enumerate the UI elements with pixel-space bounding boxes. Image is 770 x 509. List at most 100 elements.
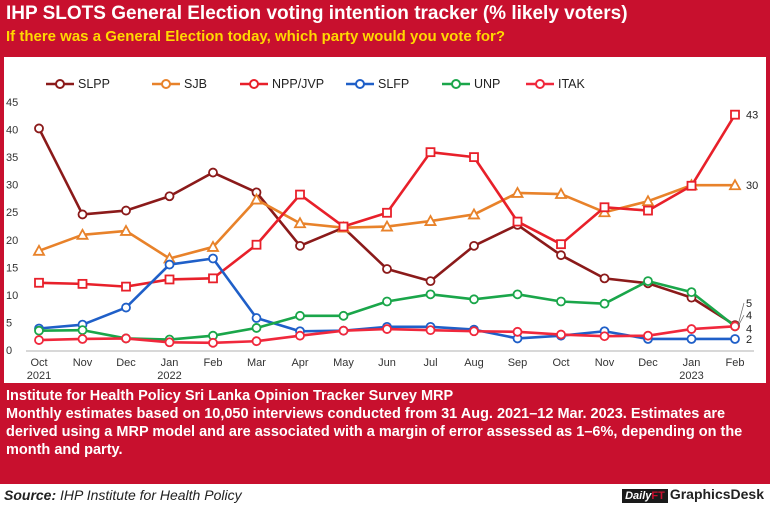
data-point [34, 123, 44, 134]
footer-note: Institute for Health Policy Sri Lanka Op… [6, 387, 764, 459]
data-point [382, 264, 392, 274]
y-tick-label: 30 [6, 180, 18, 192]
data-point [164, 191, 175, 202]
data-point [382, 207, 392, 218]
y-tick-label: 5 [6, 317, 12, 329]
data-point [338, 221, 349, 232]
y-tick-label: 35 [6, 152, 18, 164]
data-point [730, 334, 740, 344]
end-value-label: 30 [746, 180, 758, 192]
data-point [641, 194, 655, 207]
series-line-npp-jvp [38, 113, 737, 288]
data-point [643, 205, 653, 216]
x-tick-label: Sep [508, 357, 528, 369]
x-tick-label: Jul [423, 357, 437, 369]
legend-label: NPP/JVP [272, 77, 324, 91]
x-tick-label: Aug [464, 357, 484, 369]
data-point [121, 205, 131, 216]
footer-line-2: Monthly estimates based on 10,050 interv… [6, 406, 743, 458]
x-tick-label: Mar [247, 357, 266, 369]
data-point [249, 192, 264, 205]
daily-ft-logo: DailyFT [622, 489, 668, 503]
data-point [119, 224, 133, 236]
data-point [338, 325, 349, 336]
data-point [599, 202, 610, 213]
data-point [251, 313, 262, 323]
data-point [643, 330, 653, 341]
data-point [686, 334, 697, 344]
end-value-label: 43 [746, 110, 758, 122]
data-point [77, 334, 88, 344]
data-point [77, 209, 88, 220]
y-tick-label: 40 [6, 125, 18, 137]
data-point [599, 331, 610, 342]
data-point [423, 214, 438, 226]
data-point [164, 274, 175, 285]
end-value-label: 4 [746, 324, 752, 336]
x-tick-label: Nov [595, 357, 615, 369]
data-point [730, 321, 740, 332]
legend-label: UNP [474, 77, 500, 91]
data-point [75, 227, 90, 240]
chart-subtitle: If there was a General Election today, w… [6, 28, 505, 45]
x-tick-label: Dec [116, 357, 136, 369]
data-point [425, 147, 436, 158]
data-point [206, 240, 220, 252]
x-tick-label: Jan [161, 357, 179, 369]
end-label-leader [737, 314, 745, 327]
data-point [121, 302, 131, 313]
data-point [730, 109, 740, 120]
data-point [121, 333, 131, 344]
y-tick-label: 45 [6, 97, 18, 109]
legend-swatch-marker [535, 79, 545, 89]
x-year-label: 2022 [157, 370, 181, 382]
data-point [382, 324, 392, 334]
data-point [77, 278, 88, 289]
y-tick-label: 20 [6, 235, 18, 247]
x-tick-label: Feb [204, 357, 223, 369]
y-tick-label: 25 [6, 207, 18, 219]
data-point [599, 298, 610, 309]
data-point [510, 186, 525, 198]
legend-swatch-marker [161, 79, 171, 89]
data-point [556, 296, 566, 307]
data-point [164, 337, 175, 348]
y-tick-label: 15 [6, 262, 18, 274]
x-tick-label: Nov [73, 357, 93, 369]
end-value-label: 5 [746, 298, 752, 310]
data-point [34, 335, 44, 345]
source-label: Source: [4, 487, 57, 503]
source-credit: Source: IHP Institute for Health Policy [4, 487, 242, 503]
footer-line-1: Institute for Health Policy Sri Lanka Op… [6, 388, 454, 404]
data-point [251, 336, 262, 347]
data-point [208, 167, 218, 178]
data-point [686, 180, 697, 191]
x-tick-label: May [333, 357, 354, 369]
data-point [382, 296, 392, 307]
data-point [425, 325, 436, 336]
data-point [34, 325, 44, 336]
data-point [208, 253, 218, 264]
data-point [469, 294, 479, 305]
legend-label: ITAK [558, 77, 586, 91]
data-point [208, 337, 218, 348]
data-point [512, 326, 523, 337]
data-point [469, 326, 479, 337]
data-point [467, 207, 481, 220]
legend-label: SLPP [78, 77, 110, 91]
data-point [425, 289, 436, 300]
data-point [469, 152, 479, 163]
data-point [686, 287, 697, 298]
legend-label: SJB [184, 77, 207, 91]
x-tick-label: Dec [638, 357, 658, 369]
data-point [251, 323, 262, 333]
data-point [512, 289, 523, 300]
data-point [121, 281, 131, 292]
source-text: IHP Institute for Health Policy [60, 487, 242, 503]
y-tick-label: 0 [6, 345, 12, 357]
data-point [208, 273, 218, 284]
end-label-leader [737, 302, 745, 326]
x-tick-label: Jun [378, 357, 396, 369]
y-tick-label: 10 [6, 290, 18, 302]
legend-swatch-marker [451, 79, 461, 89]
